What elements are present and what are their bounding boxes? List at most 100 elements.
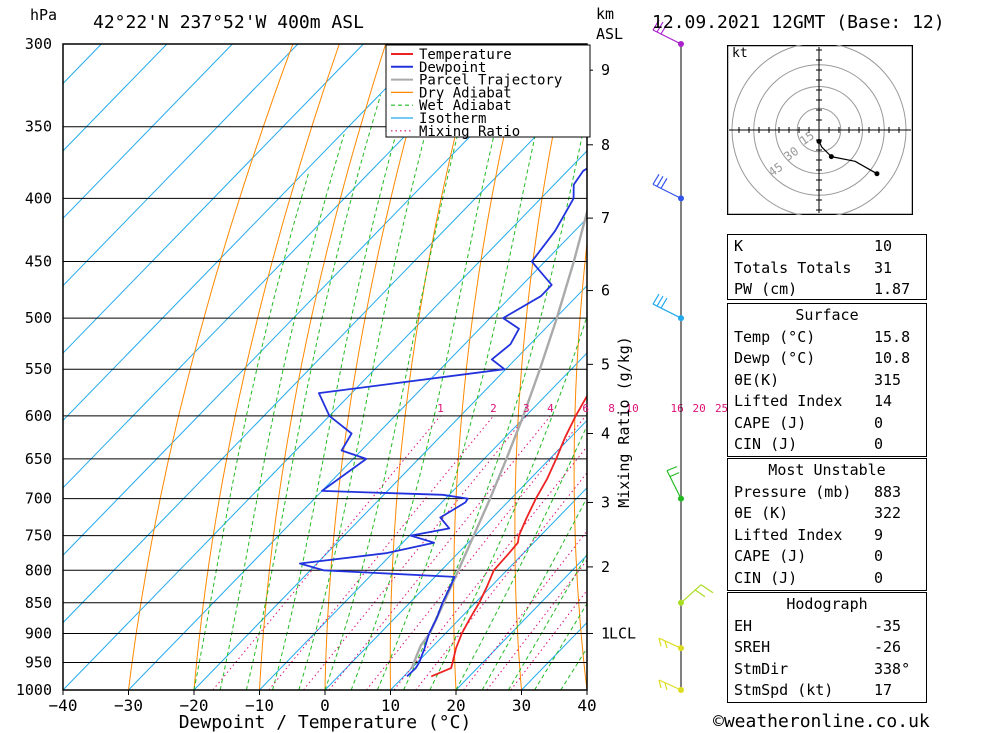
legend-label: Isotherm: [419, 111, 486, 127]
wind-barb: [652, 174, 682, 199]
legend-label: Dewpoint: [419, 60, 486, 76]
dry-adiabat-line: [128, 44, 294, 690]
isotherm-line: [193, 284, 587, 690]
wet-adiabat-line: [507, 553, 587, 690]
isotherm-line: [455, 554, 587, 690]
pressure-tick-label: 700: [25, 490, 52, 508]
hodograph-ring-label: 45: [766, 160, 786, 180]
isotherm-line: [63, 82, 587, 624]
surface-row: θE(K) 315: [734, 370, 902, 389]
surface-row: CAPE (J) 0: [734, 413, 884, 432]
mu-row: CIN (J) 0: [734, 568, 884, 587]
hodograph-end-dot: [874, 171, 880, 177]
legend-label: Mixing Ratio: [419, 124, 520, 140]
wind-barb: [652, 19, 682, 45]
wet-adiabat-line: [298, 44, 451, 690]
pressure-tick-label: 800: [25, 561, 52, 579]
wet-adiabat-line: [350, 44, 517, 690]
hodograph-ring-label: 30: [781, 144, 801, 164]
pressure-tick-label: 600: [25, 407, 52, 425]
hodograph-trace: [818, 141, 878, 175]
mixing-ratio-label: 25: [715, 402, 728, 415]
pressure-unit-label: hPa: [30, 6, 58, 24]
wind-barb: [658, 679, 682, 691]
hodograph-storm-dot: [828, 154, 834, 160]
location-title: 42°22'N 237°52'W 400m ASL: [93, 12, 364, 33]
x-tick-label: −40: [49, 696, 78, 715]
hodograph-unit: kt: [732, 46, 748, 61]
lcl-label: LCL: [609, 624, 636, 642]
pressure-tick-label: 750: [25, 527, 52, 545]
wet-adiabat-line: [193, 170, 310, 690]
index-row-k: K 10: [734, 237, 893, 255]
hodo-row: StmDir 338°: [734, 659, 911, 678]
pressure-tick-label: 300: [25, 35, 52, 53]
wind-barb: [658, 637, 682, 649]
x-axis-label: Dewpoint / Temperature (°C): [179, 712, 472, 733]
index-box-top: K 10 Totals Totals 31 PW (cm) 1.87: [727, 234, 927, 300]
copyright-link[interactable]: ©weatheronline.co.uk: [713, 711, 930, 732]
x-tick-label: 10: [381, 696, 400, 715]
hodograph-ring-label: 15: [797, 128, 817, 148]
pressure-tick-label: 450: [25, 253, 52, 271]
wind-barb: [652, 293, 682, 319]
mixing-ratio-label: 3: [523, 402, 530, 415]
legend-label: Parcel Trajectory: [419, 73, 562, 89]
wet-adiabat-line: [272, 61, 418, 690]
mu-row: Lifted Index 9: [734, 525, 884, 544]
isotherm-line: [63, 44, 364, 354]
wet-adiabat-line: [219, 134, 345, 690]
hodograph-index-box: Hodograph EH -35 SREH -26 StmDir 338° StmSp…: [727, 592, 927, 703]
km-tick-label: 3: [601, 493, 610, 511]
pressure-tick-label: 650: [25, 450, 52, 468]
pressure-tick-label: 550: [25, 360, 52, 378]
temperature-line: [430, 394, 587, 678]
isotherm-line: [63, 44, 430, 422]
dry-adiabat-line: [573, 238, 587, 690]
x-tick-label: 30: [512, 696, 531, 715]
isotherm-line: [63, 44, 233, 220]
mixing-ratio-label: 10: [626, 402, 639, 415]
wet-adiabat-line: [324, 44, 482, 690]
x-tick-label: 0: [320, 696, 330, 715]
surface-row: Dewp (°C) 10.8: [734, 349, 911, 367]
legend-box: [385, 44, 591, 138]
mixing-ratio-label: 20: [692, 402, 705, 415]
legend-label: Wet Adiabat: [419, 98, 512, 114]
dry-adiabat-line: [942, 44, 1000, 690]
isotherm-line: [128, 217, 587, 690]
isotherm-line: [63, 150, 587, 690]
dry-adiabat-line: [453, 44, 526, 690]
datetime-title: 12.09.2021 12GMT (Base: 12): [652, 12, 945, 33]
hodo-row: EH -35: [734, 616, 902, 635]
x-tick-label: 20: [446, 696, 465, 715]
most-unstable-title: Most Unstable: [768, 461, 886, 479]
parcel-trajectory-line: [410, 207, 587, 669]
mu-row: θE (K) 322: [734, 504, 902, 522]
dry-adiabat-line: [632, 44, 665, 690]
x-tick-label: 40: [577, 696, 596, 715]
mixing-ratio-label: 6: [582, 402, 589, 415]
mu-row: Pressure (mb) 883: [734, 482, 902, 501]
mixing-ratio-line: [303, 415, 527, 690]
hodo-row: SREH -26: [734, 638, 902, 656]
km-tick-label: 9: [601, 61, 610, 79]
pressure-tick-label: 900: [25, 624, 52, 642]
mixing-ratio-label: 2: [490, 402, 497, 415]
legend-label: Dry Adiabat: [419, 85, 512, 101]
mixing-ratio-line: [393, 445, 587, 690]
x-tick-label: −20: [180, 696, 209, 715]
wind-barb: [680, 584, 714, 604]
asl-label: ASL: [596, 25, 624, 43]
km-tick-label: 6: [601, 282, 610, 300]
km-tick-label: 7: [601, 209, 610, 227]
hodograph-box-title: Hodograph: [786, 595, 868, 613]
wind-barb: [666, 466, 682, 499]
pressure-tick-label: 950: [25, 653, 52, 671]
isotherm-line: [390, 487, 587, 690]
x-tick-label: −30: [114, 696, 143, 715]
km-tick-label: 1: [601, 624, 610, 642]
km-tick-label: 5: [601, 355, 610, 373]
mixing-ratio-label: 16: [670, 402, 683, 415]
